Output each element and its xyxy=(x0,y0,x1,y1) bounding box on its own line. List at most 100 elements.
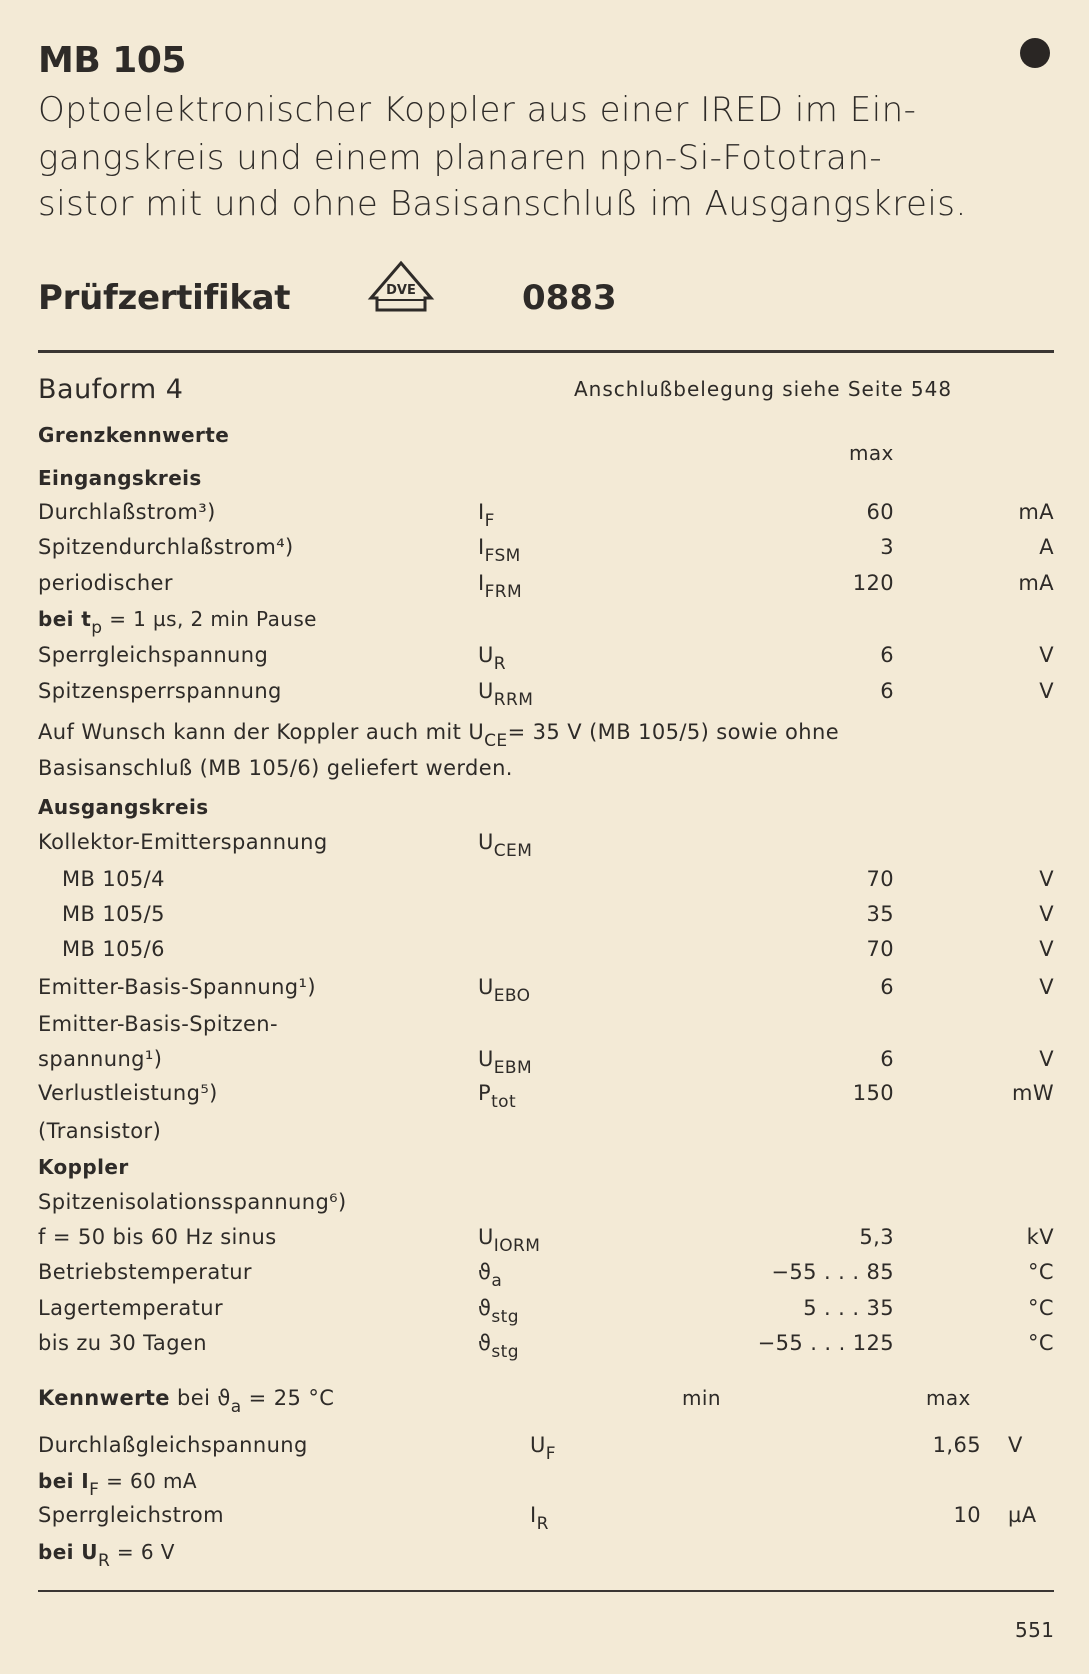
text: = 6 V xyxy=(110,1540,175,1564)
parameter-unit: °C xyxy=(1028,1331,1054,1355)
symbol: U xyxy=(478,1047,494,1071)
parameter-label: Durchlaßgleichspannung xyxy=(38,1433,308,1457)
subsection-heading: Ausgangskreis xyxy=(38,795,209,819)
page-number: 551 xyxy=(1015,1618,1055,1642)
condition-text: bei IF = 60 mA xyxy=(38,1469,197,1500)
parameter-unit: mA xyxy=(1018,571,1054,595)
symbol: ϑ xyxy=(478,1260,492,1284)
subscript: R xyxy=(493,654,506,674)
parameter-label: Spitzenisolationsspannung⁶) xyxy=(38,1190,347,1214)
parameter-symbol: IF xyxy=(478,500,495,531)
parameter-value: 5,3 xyxy=(859,1225,894,1249)
subscript: FSM xyxy=(484,546,521,566)
subscript: F xyxy=(545,1444,556,1464)
symbol: U xyxy=(478,643,494,667)
subscript: R xyxy=(536,1514,549,1534)
text: bei U xyxy=(38,1540,98,1564)
parameter-label: bis zu 30 Tagen xyxy=(38,1331,207,1355)
parameter-max: 10 xyxy=(953,1503,981,1527)
subscript: EBO xyxy=(493,986,531,1006)
symbol: U xyxy=(530,1433,546,1457)
symbol: ϑ xyxy=(478,1331,492,1355)
max-header: max xyxy=(849,441,894,465)
parameter-symbol: UEBM xyxy=(478,1047,532,1078)
subscript: F xyxy=(484,511,495,531)
parameter-unit: V xyxy=(1039,937,1054,961)
parameter-label: Kollektor-Emitterspannung xyxy=(38,830,328,854)
text: Auf Wunsch kann der Koppler auch mit U xyxy=(38,720,485,744)
note-text: Basisanschluß (MB 105/6) geliefert werde… xyxy=(38,756,513,780)
intro-line: sistor mit und ohne Basisanschluß im Aus… xyxy=(38,184,967,224)
parameter-unit: V xyxy=(1039,1047,1054,1071)
parameter-value: 3 xyxy=(880,535,894,559)
parameter-symbol: UIORM xyxy=(478,1225,540,1256)
parameter-unit: V xyxy=(1008,1433,1023,1457)
subscript: stg xyxy=(491,1307,519,1327)
parameter-unit: µA xyxy=(1008,1503,1037,1527)
product-title: MB 105 xyxy=(38,40,186,81)
parameter-label: Spitzendurchlaßstrom⁴) xyxy=(38,535,294,559)
symbol: P xyxy=(478,1081,492,1105)
note-text: Auf Wunsch kann der Koppler auch mit UCE… xyxy=(38,720,840,751)
text: bei t xyxy=(38,607,92,631)
parameter-label: Sperrgleichstrom xyxy=(38,1503,224,1527)
parameter-symbol: IFSM xyxy=(478,535,521,566)
parameter-unit: V xyxy=(1039,679,1054,703)
text: = 35 V (MB 105/5) sowie ohne xyxy=(507,720,840,744)
pin-assignment-note: Anschlußbelegung siehe Seite 548 xyxy=(574,377,953,401)
parameter-value: 120 xyxy=(852,571,894,595)
max-header: max xyxy=(926,1386,971,1410)
marker-dot-icon xyxy=(1020,38,1050,68)
parameter-value: 70 xyxy=(866,867,894,891)
parameter-value: 6 xyxy=(880,1047,894,1071)
subscript: R xyxy=(97,1551,111,1571)
subscript: F xyxy=(89,1480,100,1500)
vde-logo-icon: DVE xyxy=(367,260,435,312)
parameter-unit: mW xyxy=(1011,1081,1054,1105)
certificate-label: Prüfzertifikat xyxy=(38,278,291,318)
intro-line: Optoelektronischer Koppler aus einer IRE… xyxy=(38,90,917,130)
parameter-label: (Transistor) xyxy=(38,1119,162,1143)
parameter-unit: V xyxy=(1039,643,1054,667)
parameter-label: f = 50 bis 60 Hz sinus xyxy=(38,1225,277,1249)
parameter-label: Emitter-Basis-Spitzen- xyxy=(38,1012,278,1036)
symbol: U xyxy=(478,830,494,854)
parameter-symbol: UF xyxy=(530,1433,556,1464)
text: Basisanschluß (MB 105/6) geliefert werde… xyxy=(38,756,513,780)
parameter-unit: mA xyxy=(1018,500,1054,524)
subscript: a xyxy=(491,1271,503,1291)
parameter-symbol: UEBO xyxy=(478,975,530,1006)
subscript: FRM xyxy=(484,582,523,602)
text: Kennwerte xyxy=(38,1386,170,1410)
parameter-label: Spitzensperrspannung xyxy=(38,679,282,703)
parameter-unit: °C xyxy=(1028,1260,1054,1284)
subsection-heading: Koppler xyxy=(38,1155,129,1179)
text: = 60 mA xyxy=(99,1469,197,1493)
parameter-max: 1,65 xyxy=(932,1433,981,1457)
parameter-value: 60 xyxy=(866,500,894,524)
parameter-value: 150 xyxy=(852,1081,894,1105)
intro-line: gangskreis und einem planaren npn-Si-Fot… xyxy=(38,138,883,178)
symbol: I xyxy=(478,535,485,559)
subscript: EBM xyxy=(493,1058,533,1078)
text: = 25 °C xyxy=(241,1386,335,1410)
parameter-label: Betriebstemperatur xyxy=(38,1260,252,1284)
svg-text:DVE: DVE xyxy=(386,283,416,298)
parameter-symbol: UR xyxy=(478,643,506,674)
parameter-value: 6 xyxy=(880,975,894,999)
parameter-unit: A xyxy=(1039,535,1054,559)
divider xyxy=(38,1590,1054,1592)
parameter-symbol: IFRM xyxy=(478,571,522,602)
parameter-unit: V xyxy=(1039,975,1054,999)
parameter-label: periodischer xyxy=(38,571,173,595)
parameter-value: −55 . . . 125 xyxy=(757,1331,894,1355)
parameter-label: MB 105/4 xyxy=(62,867,165,891)
certificate-number: 0883 xyxy=(522,278,617,318)
symbol: I xyxy=(530,1503,537,1527)
subsection-heading: Eingangskreis xyxy=(38,466,202,490)
parameter-symbol: Ptot xyxy=(478,1081,516,1112)
parameter-unit: °C xyxy=(1028,1296,1054,1320)
text: bei I xyxy=(38,1469,90,1493)
symbol: U xyxy=(478,1225,494,1249)
parameter-label: Sperrgleichspannung xyxy=(38,643,269,667)
